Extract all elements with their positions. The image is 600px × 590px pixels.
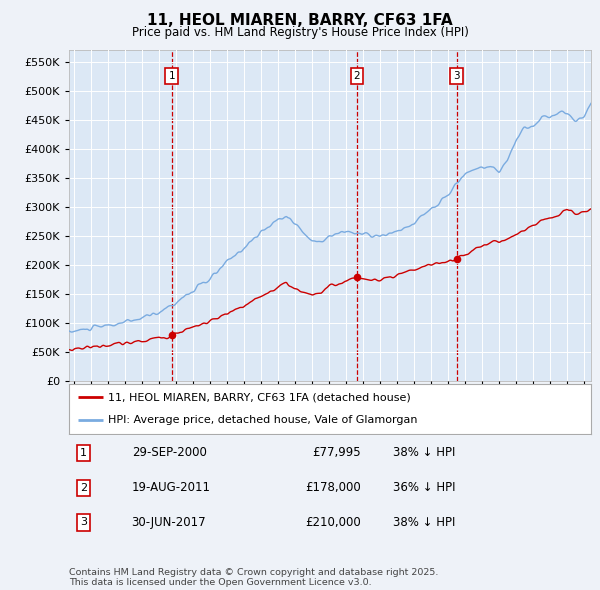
- Text: 1: 1: [169, 71, 175, 81]
- Text: 2: 2: [353, 71, 360, 81]
- Text: £210,000: £210,000: [305, 516, 361, 529]
- Text: HPI: Average price, detached house, Vale of Glamorgan: HPI: Average price, detached house, Vale…: [108, 415, 418, 425]
- Text: 3: 3: [80, 517, 87, 527]
- Text: 1: 1: [80, 448, 87, 458]
- Text: £178,000: £178,000: [305, 481, 361, 494]
- Text: 2: 2: [80, 483, 87, 493]
- Text: 38% ↓ HPI: 38% ↓ HPI: [392, 516, 455, 529]
- Text: 11, HEOL MIAREN, BARRY, CF63 1FA (detached house): 11, HEOL MIAREN, BARRY, CF63 1FA (detach…: [108, 392, 411, 402]
- Text: £77,995: £77,995: [313, 446, 361, 460]
- Text: 36% ↓ HPI: 36% ↓ HPI: [392, 481, 455, 494]
- Text: Price paid vs. HM Land Registry's House Price Index (HPI): Price paid vs. HM Land Registry's House …: [131, 26, 469, 39]
- Text: 30-JUN-2017: 30-JUN-2017: [131, 516, 206, 529]
- Text: 19-AUG-2011: 19-AUG-2011: [131, 481, 211, 494]
- Text: 11, HEOL MIAREN, BARRY, CF63 1FA: 11, HEOL MIAREN, BARRY, CF63 1FA: [147, 13, 453, 28]
- Text: Contains HM Land Registry data © Crown copyright and database right 2025.
This d: Contains HM Land Registry data © Crown c…: [69, 568, 439, 587]
- Text: 38% ↓ HPI: 38% ↓ HPI: [392, 446, 455, 460]
- Text: 3: 3: [453, 71, 460, 81]
- Text: 29-SEP-2000: 29-SEP-2000: [131, 446, 206, 460]
